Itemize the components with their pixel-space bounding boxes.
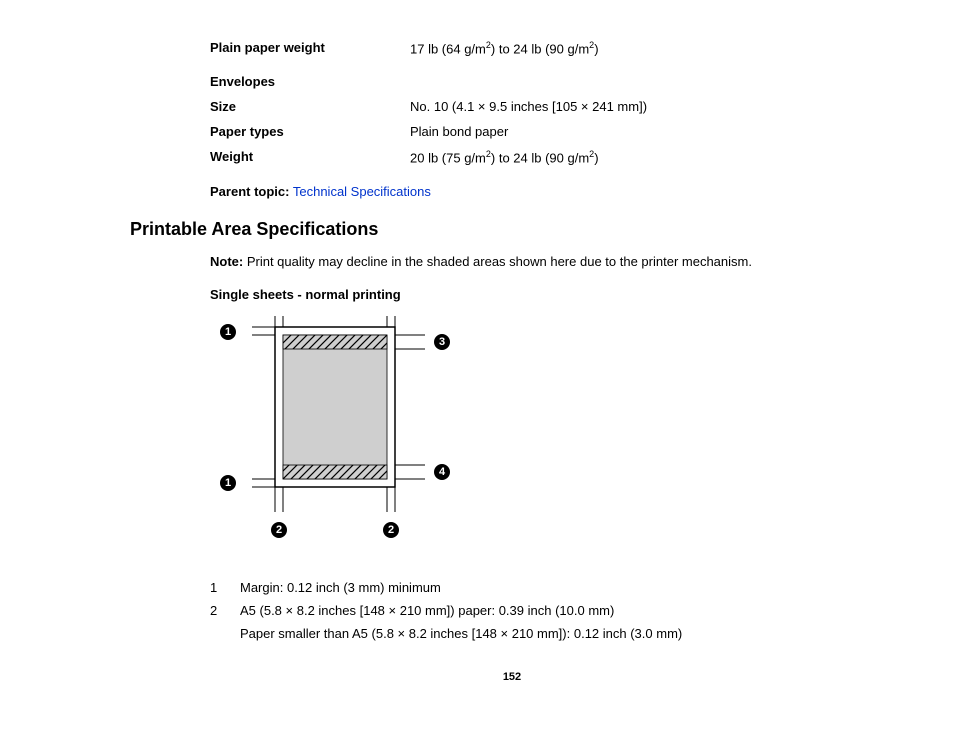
legend-row: Paper smaller than A5 (5.8 × 8.2 inches … xyxy=(210,626,894,641)
spec-row-plain-paper: Plain paper weight 17 lb (64 g/m2) to 24… xyxy=(210,40,894,56)
svg-text:2: 2 xyxy=(276,524,282,536)
legend-row: 2A5 (5.8 × 8.2 inches [148 × 210 mm]) pa… xyxy=(210,603,894,618)
svg-text:1: 1 xyxy=(225,477,231,489)
svg-text:1: 1 xyxy=(225,326,231,338)
spec-table: Plain paper weight 17 lb (64 g/m2) to 24… xyxy=(210,40,894,56)
envelopes-header: Envelopes xyxy=(210,74,894,89)
spec-value: 20 lb (75 g/m2) to 24 lb (90 g/m2) xyxy=(410,149,894,165)
parent-topic-label: Parent topic: xyxy=(210,184,289,199)
svg-text:4: 4 xyxy=(439,466,446,478)
legend: 1Margin: 0.12 inch (3 mm) minimum2A5 (5.… xyxy=(210,580,894,641)
svg-text:2: 2 xyxy=(388,524,394,536)
heading-printable-area: Printable Area Specifications xyxy=(130,219,894,240)
page-number: 152 xyxy=(130,671,894,683)
spec-label: Plain paper weight xyxy=(210,40,410,56)
spec-value: Plain bond paper xyxy=(410,124,894,139)
legend-row: 1Margin: 0.12 inch (3 mm) minimum xyxy=(210,580,894,595)
legend-number: 2 xyxy=(210,603,240,618)
subhead-single-sheets: Single sheets - normal printing xyxy=(210,287,894,302)
spec-row-weight: Weight 20 lb (75 g/m2) to 24 lb (90 g/m2… xyxy=(210,149,894,165)
note-text: Print quality may decline in the shaded … xyxy=(247,254,752,269)
svg-text:3: 3 xyxy=(439,336,445,348)
parent-topic: Parent topic: Technical Specifications xyxy=(210,184,894,199)
spec-label: Paper types xyxy=(210,124,410,139)
spec-row-types: Paper types Plain bond paper xyxy=(210,124,894,139)
legend-text: Paper smaller than A5 (5.8 × 8.2 inches … xyxy=(240,626,894,641)
note: Note: Print quality may decline in the s… xyxy=(210,254,894,269)
spec-label: Weight xyxy=(210,149,410,165)
note-label: Note: xyxy=(210,254,243,269)
printable-area-diagram: 1 1 2 2 3 4 xyxy=(210,312,894,550)
spec-label: Size xyxy=(210,99,410,114)
parent-topic-link[interactable]: Technical Specifications xyxy=(293,184,431,199)
legend-text: A5 (5.8 × 8.2 inches [148 × 210 mm]) pap… xyxy=(240,603,894,618)
legend-number: 1 xyxy=(210,580,240,595)
legend-text: Margin: 0.12 inch (3 mm) minimum xyxy=(240,580,894,595)
spec-value: No. 10 (4.1 × 9.5 inches [105 × 241 mm]) xyxy=(410,99,894,114)
spec-value: 17 lb (64 g/m2) to 24 lb (90 g/m2) xyxy=(410,40,894,56)
spec-row-size: Size No. 10 (4.1 × 9.5 inches [105 × 241… xyxy=(210,99,894,114)
envelope-spec-table: Size No. 10 (4.1 × 9.5 inches [105 × 241… xyxy=(210,99,894,165)
